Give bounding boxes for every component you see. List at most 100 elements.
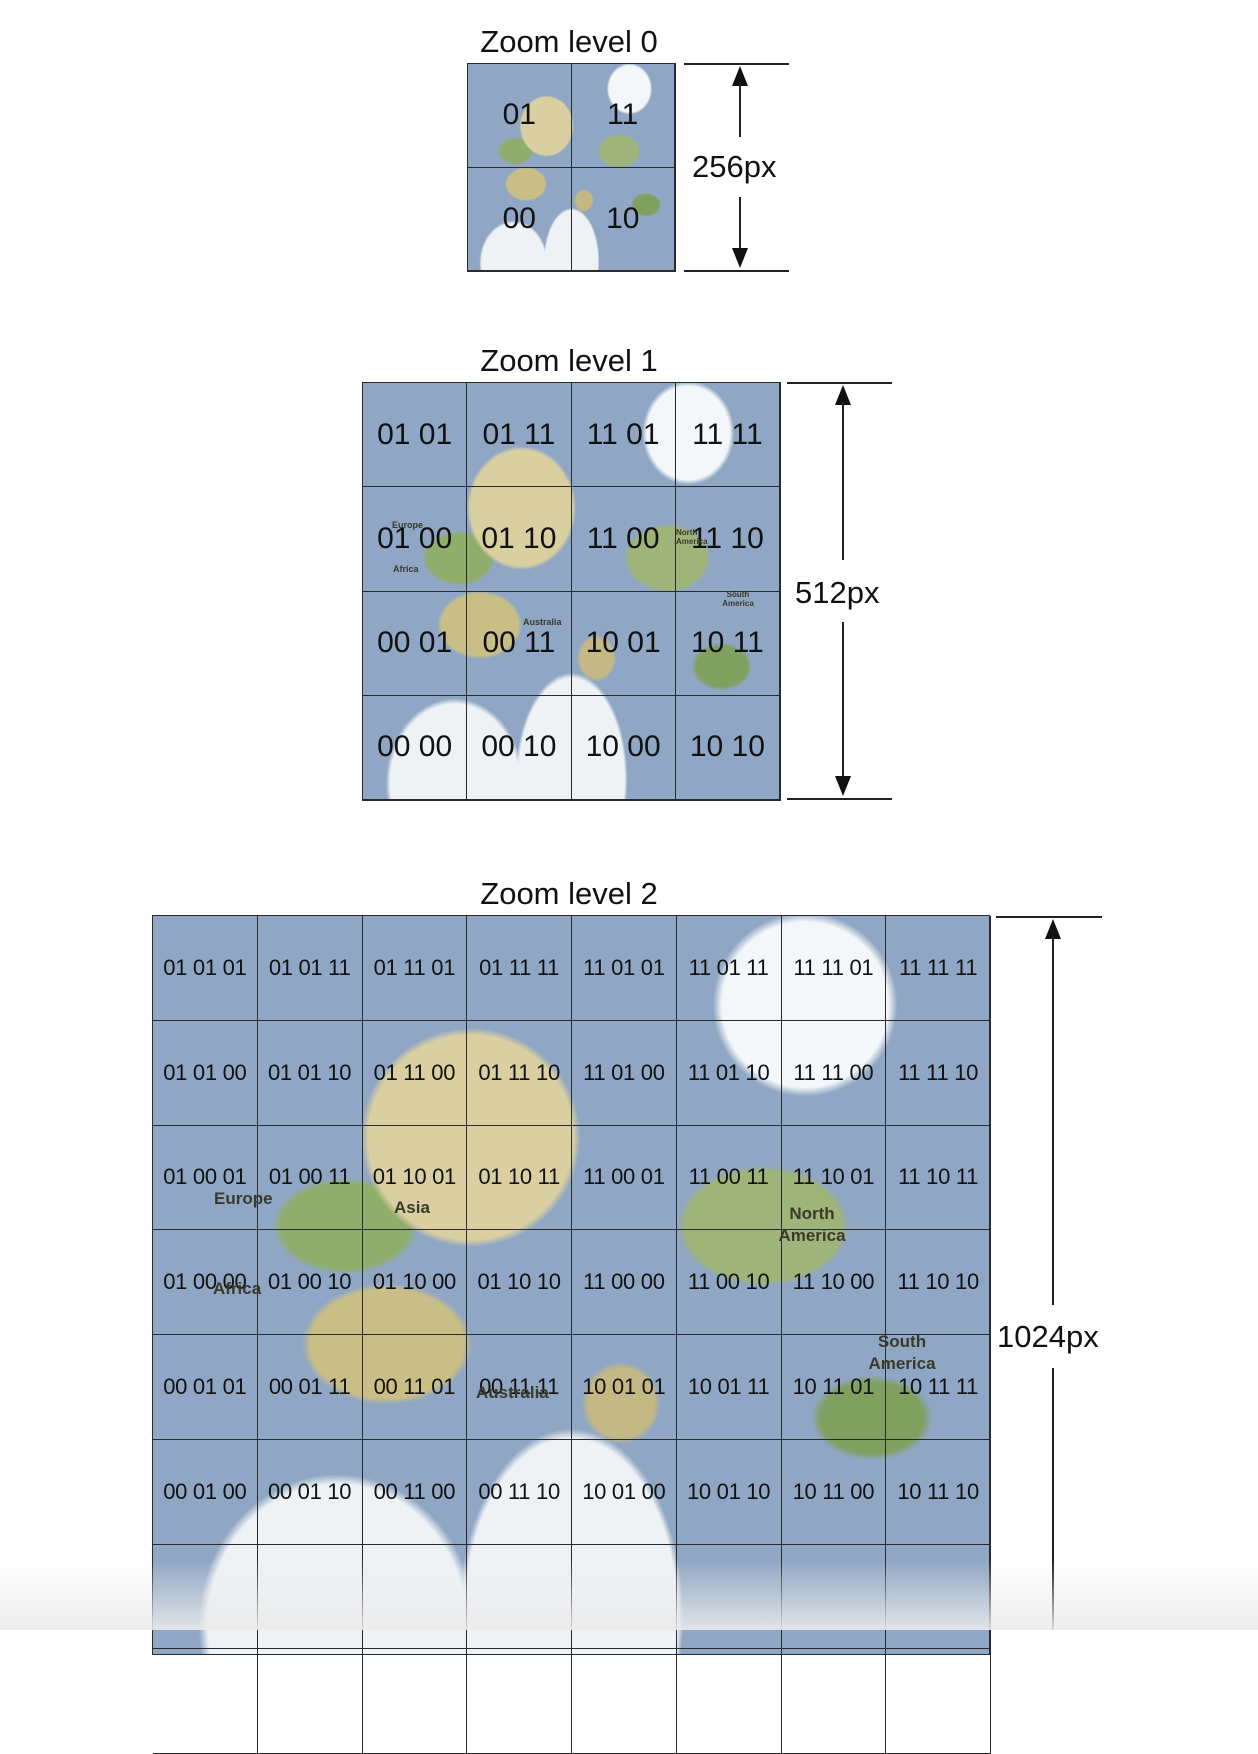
arrow-up-icon: [1045, 919, 1061, 939]
tile-quadkey: 01 01: [363, 383, 468, 488]
tile-quadkey: 11 01 01: [572, 916, 677, 1021]
tile-quadkey: 10 11 01: [781, 1335, 887, 1440]
tile-quadkey: 11 01 00: [572, 1020, 677, 1126]
tile-quadkey: 01 01 01: [153, 916, 258, 1021]
tile-quadkey: 00 01 01: [153, 1335, 258, 1440]
tile-quadkey: 01 01 11: [257, 916, 363, 1021]
bottom-fade: [0, 1560, 1258, 1630]
tile-quadkey: 00: [468, 167, 572, 271]
tile-quadkey: 11 01 10: [676, 1020, 782, 1126]
map-label: Australia: [476, 1383, 549, 1402]
tile-quadkey: 11 10 10: [886, 1230, 991, 1335]
tile-quadkey: [781, 1649, 887, 1754]
zoom-level-2-tile-grid: 01 01 01 01 01 11 01 11 01 01 11 11 11 01 01…: [152, 915, 991, 1754]
tile-quadkey: 11 11 11: [886, 916, 991, 1021]
dimension-top-line: [787, 382, 892, 384]
dimension-line: [842, 622, 844, 780]
tile-quadkey: 11 00 01: [572, 1125, 677, 1231]
arrow-down-icon: [835, 776, 851, 796]
dimension-line: [1052, 937, 1054, 1305]
tile-quadkey: 01 00 00: [153, 1230, 258, 1335]
dimension-line: [1052, 1368, 1054, 1630]
tile-quadkey: 10 01 10: [676, 1439, 782, 1545]
tile-quadkey: 10: [571, 167, 675, 271]
tile-quadkey: 01 11 00: [362, 1020, 468, 1126]
tile-quadkey: 11 01 11: [676, 916, 782, 1021]
zoom-level-0-title: Zoom level 0: [480, 24, 658, 59]
tile-quadkey: 01 00 01: [153, 1125, 258, 1231]
dimension-line: [739, 197, 741, 252]
tile-quadkey: 00 11 10: [467, 1439, 572, 1545]
tile-quadkey: 11 11 01: [781, 916, 887, 1021]
tile-quadkey: [886, 1649, 991, 1754]
tile-quadkey: [467, 1649, 572, 1754]
tile-quadkey: 00 01: [363, 591, 468, 696]
map-label: North America: [676, 528, 708, 546]
tile-quadkey: 01 11 10: [467, 1020, 572, 1126]
tile-quadkey: 01 01 00: [153, 1020, 258, 1126]
tile-quadkey: [676, 1649, 782, 1754]
dimension-line: [739, 82, 741, 137]
tile-quadkey: 00 11 01: [362, 1335, 468, 1440]
map-label: South America: [722, 590, 754, 608]
tile-quadkey: 10 11 10: [886, 1439, 991, 1545]
tile-quadkey: 01 10 10: [467, 1230, 572, 1335]
tile-quadkey: 10 01 01: [572, 1335, 677, 1440]
tile-quadkey: [362, 1649, 468, 1754]
arrow-up-icon: [732, 66, 748, 86]
zoom-level-2-size-label: 1024px: [997, 1319, 1099, 1355]
arrow-down-icon: [732, 248, 748, 268]
tile-quadkey: 01 00 10: [257, 1230, 363, 1335]
dimension-bottom-line: [787, 798, 892, 800]
tile-quadkey: 01 10 00: [362, 1230, 468, 1335]
dimension-line: [842, 402, 844, 560]
map-label: Africa: [213, 1279, 262, 1298]
zoom-level-0-tile-grid: 01 11 00 10: [467, 63, 676, 272]
zoom-level-2-title: Zoom level 2: [480, 876, 658, 911]
tile-quadkey: 01 10 11: [467, 1125, 572, 1231]
tile-quadkey: 10 11 00: [781, 1439, 887, 1545]
tile-quadkey: 11 10: [675, 487, 780, 592]
tile-quadkey: 11 00 00: [572, 1230, 677, 1335]
map-label: North America: [778, 1204, 846, 1245]
tile-quadkey: 10 11 11: [886, 1335, 991, 1440]
tile-quadkey: 11 10 01: [781, 1125, 887, 1231]
tile-quadkey: 00 11 00: [362, 1439, 468, 1545]
tile-quadkey: 10 10: [675, 695, 780, 800]
dimension-top-line: [684, 63, 789, 65]
dimension-top-line: [996, 916, 1102, 918]
map-label: South America: [868, 1332, 936, 1373]
zoom-level-1-tile-grid: 01 01 01 11 11 01 11 11 01 00 01 10 11 00 11 10…: [362, 382, 781, 801]
tile-quadkey: 00 11: [467, 591, 572, 696]
tile-quadkey: 11 11 00: [781, 1020, 887, 1126]
tile-quadkey: 01 11 01: [362, 916, 468, 1021]
tile-quadkey: 10 01: [571, 591, 676, 696]
tile-quadkey: 11: [571, 64, 675, 168]
zoom-level-1-size-label: 512px: [795, 575, 880, 611]
tile-quadkey: 11 10 00: [781, 1230, 887, 1335]
tile-quadkey: 01 01 10: [257, 1020, 363, 1126]
tile-quadkey: 11 11 10: [886, 1020, 991, 1126]
tile-quadkey: 11 10 11: [886, 1125, 991, 1231]
zoom-level-1-title: Zoom level 1: [480, 343, 658, 378]
map-label: Africa: [393, 564, 419, 574]
map-label: Europe: [214, 1189, 273, 1208]
tile-quadkey: 11 00 11: [676, 1125, 782, 1231]
tile-quadkey: 00 01 10: [257, 1439, 363, 1545]
tile-quadkey: 00 00: [363, 695, 468, 800]
tile-quadkey: [153, 1649, 258, 1754]
tile-quadkey: 00 01 11: [257, 1335, 363, 1440]
tile-quadkey: 00 10: [467, 695, 572, 800]
tile-quadkey: 10 11: [675, 591, 780, 696]
tile-quadkey: 00 11 11: [467, 1335, 572, 1440]
tile-quadkey: 01 00: [363, 487, 468, 592]
map-label: Europe: [392, 520, 424, 530]
tile-quadkey: 01 00 11: [257, 1125, 363, 1231]
zoom-level-0-size-label: 256px: [692, 149, 777, 185]
tile-quadkey: 11 01: [571, 383, 676, 488]
arrow-up-icon: [835, 385, 851, 405]
tile-quadkey: 01: [468, 64, 572, 168]
tile-quadkey: 01 10 01: [362, 1125, 468, 1231]
tile-quadkey: 01 11 11: [467, 916, 572, 1021]
tile-quadkey: 10 01 11: [676, 1335, 782, 1440]
